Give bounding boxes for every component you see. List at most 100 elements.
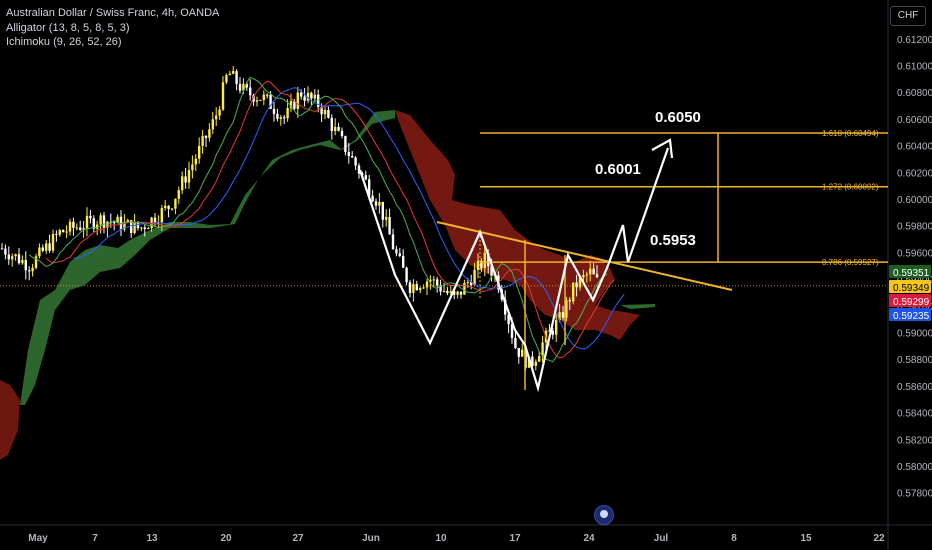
candle-body — [385, 217, 388, 220]
candle-body — [106, 221, 109, 228]
candle-body — [558, 312, 561, 321]
fib-level-label: 0.786 (0.59527) — [822, 258, 879, 267]
candle-body — [436, 279, 439, 286]
alligator-legend[interactable]: Alligator (13, 8, 5, 8, 5, 3) — [6, 21, 130, 34]
candle-body — [181, 176, 184, 191]
candle-body — [75, 227, 78, 229]
candle-body — [374, 201, 378, 206]
candle-body — [548, 330, 551, 332]
candle-body — [381, 201, 384, 220]
currency-button[interactable]: CHF — [890, 6, 926, 26]
candle-body — [208, 129, 211, 138]
candle-body — [221, 82, 225, 110]
candle-body — [456, 291, 459, 295]
candle-body — [228, 73, 231, 76]
candle-body — [160, 208, 163, 223]
price-label-bg — [889, 308, 931, 321]
candle-body — [347, 152, 350, 157]
ichimoku-legend[interactable]: Ichimoku (9, 26, 52, 26) — [6, 36, 122, 48]
candle-body — [286, 108, 289, 119]
candle-body — [412, 284, 415, 293]
candle-body — [113, 222, 116, 224]
candle-body — [232, 70, 235, 74]
candle-body — [432, 279, 435, 281]
x-tick-label: 17 — [509, 533, 521, 544]
candle-body — [235, 70, 238, 85]
price-label-bg — [889, 280, 931, 293]
candle-body — [293, 101, 296, 109]
candle-body — [262, 94, 265, 101]
candle-body — [459, 291, 463, 295]
candle-body — [38, 247, 41, 257]
candle-body — [303, 96, 306, 101]
candle-body — [354, 157, 357, 166]
candle-body — [269, 94, 272, 109]
y-tick-label: 0.59800 — [897, 222, 932, 233]
y-tick-label: 0.60600 — [897, 115, 932, 126]
candle-body — [313, 94, 316, 99]
candle-body — [466, 282, 469, 284]
candle-body — [7, 254, 10, 260]
candle-body — [249, 87, 252, 96]
candle-body — [575, 282, 578, 288]
candle-body — [238, 84, 242, 91]
candle-body — [470, 282, 473, 286]
candle-body — [157, 222, 160, 224]
candle-body — [504, 299, 507, 315]
x-tick-label: 13 — [146, 533, 158, 544]
candle-body — [344, 136, 347, 153]
candle-body — [130, 220, 133, 234]
tradingview-logo-icon[interactable] — [594, 505, 614, 525]
candle-body — [317, 94, 320, 107]
candle-body — [391, 234, 395, 250]
candle-body — [551, 330, 554, 335]
legend: Australian Dollar / Swiss Franc, 4h, OAN… — [6, 6, 219, 50]
candle-body — [514, 337, 517, 349]
candle-body — [585, 274, 588, 276]
candle-body — [276, 113, 279, 119]
candle-body — [31, 267, 34, 272]
candle-body — [99, 215, 102, 225]
candle-body — [174, 198, 177, 209]
candle-body — [449, 291, 452, 294]
y-tick-label: 0.60000 — [897, 195, 932, 206]
candle-body — [51, 234, 55, 251]
candle-body — [55, 234, 58, 236]
price-label: 0.59349 — [893, 283, 930, 294]
y-tick-label: 0.58200 — [897, 435, 932, 446]
candle-body — [245, 83, 248, 88]
candle-body — [476, 260, 480, 270]
candle-body — [41, 247, 44, 251]
candle-body — [463, 282, 466, 295]
candle-body — [170, 208, 174, 210]
candle-body — [473, 269, 476, 286]
candle-body — [351, 156, 354, 158]
ichimoku-cloud-bullish — [20, 110, 395, 405]
y-tick-label: 0.59000 — [897, 329, 932, 340]
y-tick-label: 0.58400 — [897, 409, 932, 420]
candle-body — [521, 349, 524, 357]
y-tick-label: 0.60400 — [897, 142, 932, 153]
y-tick-label: 0.60200 — [897, 168, 932, 179]
candle-body — [28, 270, 31, 272]
candle-body — [388, 217, 391, 235]
price-annotation: 0.6001 — [595, 161, 641, 178]
symbol-title[interactable]: Australian Dollar / Swiss Franc, 4h, OAN… — [6, 7, 220, 19]
candle-body — [592, 268, 595, 275]
x-tick-label: Jun — [362, 533, 380, 544]
price-label: 0.59235 — [893, 311, 930, 322]
candle-body — [126, 220, 129, 223]
candle-body — [259, 100, 262, 102]
candle-body — [510, 324, 514, 338]
candle-body — [85, 215, 89, 229]
candle-body — [531, 356, 534, 366]
candle-body — [58, 230, 61, 235]
candle-body — [0, 248, 4, 250]
candle-body — [143, 227, 146, 230]
candle-body — [177, 190, 180, 199]
candle-body — [323, 109, 327, 115]
candle-body — [11, 256, 14, 260]
candle-body — [116, 216, 119, 223]
candle-body — [371, 195, 374, 202]
